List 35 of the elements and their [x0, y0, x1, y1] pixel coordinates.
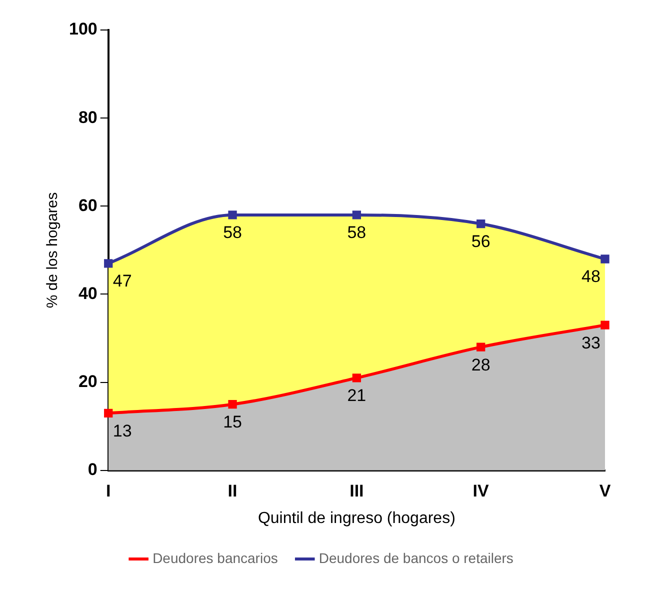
data-label: 13: [112, 421, 132, 440]
data-label: 47: [112, 272, 132, 291]
legend-label: Deudores bancarios: [152, 550, 278, 566]
x-tick-label: II: [228, 481, 238, 500]
data-label: 21: [347, 386, 366, 406]
y-tick-label: 20: [78, 372, 98, 392]
x-tick-label: V: [599, 481, 612, 500]
x-axis-title: Quintil de ingreso (hogares): [258, 510, 456, 527]
y-axis-title: % de los hogares: [44, 192, 62, 308]
x-tick-label: IV: [472, 481, 490, 500]
point: [600, 320, 610, 330]
point: [352, 374, 362, 382]
point: [352, 210, 362, 220]
y-tick-label: 0: [88, 460, 98, 480]
data-label: 48: [582, 267, 600, 286]
data-label: 33: [582, 333, 600, 352]
x-tick-label: III: [350, 481, 364, 500]
y-tick-label: 40: [78, 284, 98, 303]
y-tick-label: 100: [68, 20, 98, 39]
legend-label: Deudores de bancos o retailers: [318, 550, 514, 566]
point: [476, 219, 486, 228]
point: [228, 400, 237, 409]
point: [104, 408, 113, 418]
data-label: 58: [223, 223, 242, 242]
point: [228, 210, 237, 220]
point: [476, 342, 486, 352]
data-label: 28: [471, 355, 490, 374]
y-tick-label: 60: [78, 196, 98, 215]
data-label: 56: [471, 232, 490, 251]
point: [600, 254, 610, 264]
data-label: 15: [223, 412, 242, 432]
x-tick-label: I: [106, 481, 111, 500]
y-tick-label: 80: [78, 108, 98, 127]
point: [104, 259, 113, 268]
data-label: 58: [347, 223, 366, 242]
